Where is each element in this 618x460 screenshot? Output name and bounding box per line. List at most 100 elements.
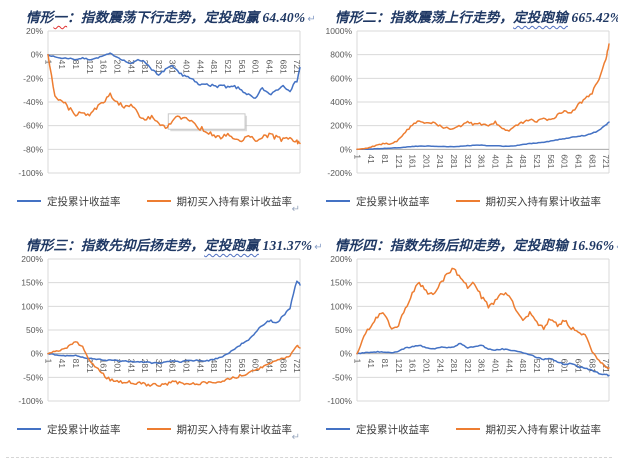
svg-text:-20%: -20%	[23, 73, 43, 83]
legend-label: 定投累计收益率	[356, 195, 430, 208]
scenario-panel-1: 情形一：指数震荡下行走势，定投跑赢 64.40% ↵ 20% 0% -20% -40% -…	[0, 0, 316, 230]
legend-label: 期初买入持有累计收益率	[485, 195, 602, 208]
svg-text:281: 281	[449, 359, 459, 373]
svg-text:721: 721	[292, 60, 302, 74]
svg-text:601: 601	[251, 60, 261, 74]
svg-text:601: 601	[560, 359, 570, 373]
legend-label: 定投累计收益率	[47, 423, 121, 436]
svg-text:321: 321	[463, 154, 473, 168]
svg-text:200%: 200%	[330, 254, 352, 264]
svg-text:50%: 50%	[26, 325, 43, 335]
svg-text:441: 441	[195, 359, 205, 373]
svg-text:681: 681	[587, 359, 597, 373]
svg-text:121: 121	[394, 359, 404, 373]
svg-text:201: 201	[421, 359, 431, 373]
spellcheck-marked-text: 一	[53, 10, 68, 25]
svg-text:800%: 800%	[330, 50, 352, 60]
svg-text:0%: 0%	[31, 349, 44, 359]
svg-text:161: 161	[408, 154, 418, 168]
chart-scenario-4: 200% 150% 100% 50% 0% -50% -100% 1 41 81 121 161 201…	[313, 253, 613, 416]
legend-item-dca: 定投累计收益率	[17, 422, 121, 437]
svg-text:41: 41	[366, 359, 376, 369]
svg-text:1: 1	[352, 359, 362, 364]
legend-label: 期初买入持有累计收益率	[176, 195, 293, 208]
legend-label: 定投累计收益率	[47, 195, 121, 208]
legend-label: 定投累计收益率	[356, 423, 430, 436]
legend-item-buyhold: 期初买入持有累计收益率	[146, 194, 293, 209]
spellcheck-marked-text: 定投跑输	[513, 10, 568, 25]
scenario-panel-2: 情形二：指数震荡上行走势，定投跑输 665.42%↵ 1000%800%600%…	[309, 0, 618, 230]
paragraph-return-mark: ↵	[291, 204, 300, 215]
buyhold-line-swatch	[455, 428, 480, 430]
svg-text:161: 161	[99, 60, 109, 74]
svg-text:-100%: -100%	[18, 168, 43, 178]
svg-text:361: 361	[168, 359, 178, 373]
svg-text:-60%: -60%	[23, 121, 43, 131]
svg-text:281: 281	[140, 60, 150, 74]
svg-text:641: 641	[574, 154, 584, 168]
svg-text:561: 561	[237, 359, 247, 373]
svg-text:81: 81	[380, 359, 390, 369]
chart-3-legend: 定投累计收益率 期初买入持有累计收益率	[0, 420, 309, 438]
svg-text:241: 241	[126, 359, 136, 373]
dca-line-swatch	[17, 428, 41, 430]
svg-text:201: 201	[112, 359, 122, 373]
scenario-3-title: 情形三：指数先抑后扬走势，定投跑赢 131.37% ↵	[26, 234, 323, 254]
svg-text:121: 121	[85, 359, 95, 373]
svg-text:0%: 0%	[340, 349, 353, 359]
svg-text:521: 521	[223, 60, 233, 74]
svg-text:641: 641	[265, 60, 275, 74]
svg-text:-100%: -100%	[18, 396, 43, 406]
scenario-4-title: 情形四：指数先扬后抑走势，定投跑输 16.96%↵	[335, 234, 618, 254]
svg-text:401: 401	[182, 60, 192, 74]
scenario-panel-3: 情形三：指数先抑后扬走势，定投跑赢 131.37% ↵ 200% 150% 100% 5…	[0, 228, 323, 458]
svg-text:1000%: 1000%	[326, 26, 353, 36]
svg-text:361: 361	[477, 154, 487, 168]
svg-text:241: 241	[126, 60, 136, 74]
svg-text:441: 441	[195, 60, 205, 74]
svg-text:481: 481	[518, 154, 528, 168]
svg-text:241: 241	[435, 359, 445, 373]
dca-line-swatch	[326, 200, 350, 202]
legend-label: 期初买入持有累计收益率	[485, 423, 602, 436]
svg-text:400%: 400%	[330, 97, 352, 107]
svg-text:681: 681	[587, 154, 597, 168]
svg-text:-100%: -100%	[327, 396, 352, 406]
svg-text:-80%: -80%	[23, 144, 43, 154]
title-text: 情形	[26, 10, 54, 25]
svg-text:201: 201	[112, 60, 122, 74]
title-text: ：指数震荡下行走势，定投跑赢 64.40%	[67, 10, 306, 25]
svg-text:0%: 0%	[31, 50, 44, 60]
chart-2-legend: 定投累计收益率 期初买入持有累计收益率	[309, 192, 618, 210]
svg-text:481: 481	[518, 359, 528, 373]
svg-text:50%: 50%	[335, 325, 352, 335]
svg-text:641: 641	[265, 359, 275, 373]
paragraph-return-mark: ↵	[291, 432, 300, 443]
svg-text:100%: 100%	[21, 301, 43, 311]
svg-text:161: 161	[99, 359, 109, 373]
svg-text:81: 81	[71, 60, 81, 70]
legend-item-dca: 定投累计收益率	[326, 194, 430, 209]
svg-text:401: 401	[182, 359, 192, 373]
svg-text:121: 121	[394, 154, 404, 168]
spellcheck-marked-text: 定投跑赢	[204, 238, 259, 253]
svg-text:600%: 600%	[330, 73, 352, 83]
svg-text:20%: 20%	[26, 26, 43, 36]
title-text: 情形二：指数震荡上行走势，	[335, 10, 514, 25]
chart-4-legend: 定投累计收益率 期初买入持有累计收益率	[309, 420, 618, 438]
svg-text:281: 281	[449, 154, 459, 168]
paragraph-return-mark: ↵	[616, 242, 618, 253]
svg-text:321: 321	[463, 359, 473, 373]
svg-text:401: 401	[491, 359, 501, 373]
svg-text:41: 41	[366, 154, 376, 164]
svg-text:-50%: -50%	[332, 372, 352, 382]
svg-text:681: 681	[278, 60, 288, 74]
svg-text:681: 681	[278, 359, 288, 373]
dca-line-swatch	[17, 200, 41, 202]
svg-text:561: 561	[546, 154, 556, 168]
svg-text:481: 481	[209, 359, 219, 373]
svg-text:200%: 200%	[330, 121, 352, 131]
dca-line-swatch	[326, 428, 350, 430]
scenario-panel-4: 情形四：指数先扬后抑走势，定投跑输 16.96%↵ 200%150%100%50…	[309, 228, 618, 458]
